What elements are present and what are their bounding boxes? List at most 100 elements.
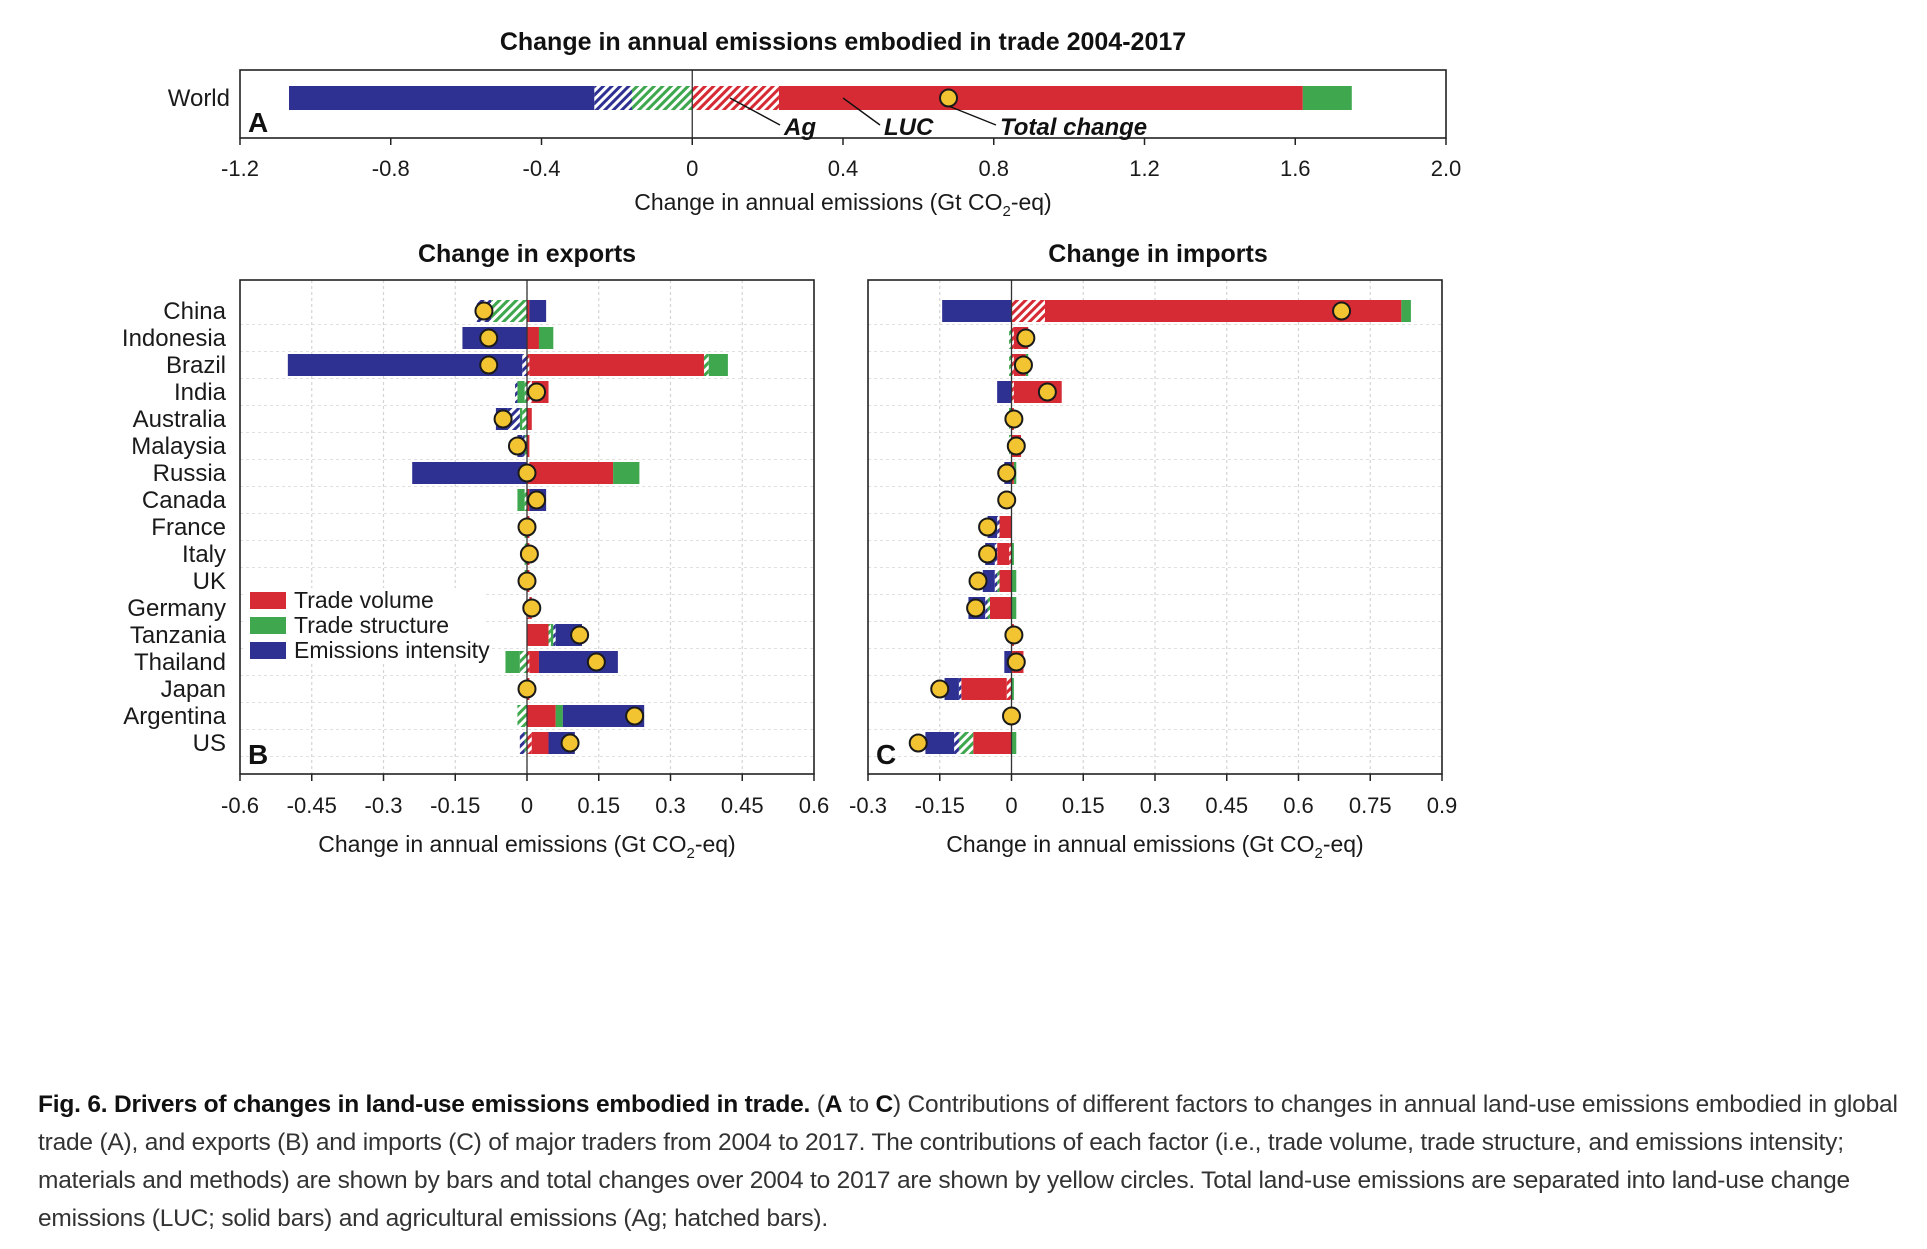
bar-japan-trade-structure-luc	[1011, 678, 1014, 700]
total-marker-thailand	[1006, 652, 1026, 672]
bar-canada-trade-structure-ag	[524, 489, 527, 511]
panel-b-title: Change in exports	[418, 240, 636, 268]
category-label-tanzania: Tanzania	[130, 622, 227, 649]
bar-us-trade-structure-ag	[524, 732, 527, 754]
bar-italy-trade-structure-luc	[1011, 543, 1014, 565]
bar-argentina-emissions-intensity-luc	[562, 705, 645, 727]
x-tick-label: 0.75	[1349, 793, 1392, 818]
x-tick-label: 0.15	[1062, 793, 1105, 818]
bar-world-trade-structure-luc	[1302, 86, 1352, 110]
bar-us-trade-volume-luc	[531, 732, 549, 754]
x-tick-label: -0.15	[915, 793, 965, 818]
bar-india-emissions-intensity-ag	[515, 381, 518, 403]
bar-germany-trade-structure-luc	[1011, 597, 1017, 619]
total-marker-canada	[527, 490, 547, 510]
total-marker-japan	[930, 679, 950, 699]
bar-thailand-trade-volume-luc	[529, 651, 539, 673]
total-marker-brazil	[1013, 355, 1033, 375]
total-marker-malaysia	[1006, 436, 1026, 456]
bar-brazil-emissions-intensity-luc	[287, 354, 523, 376]
bar-indonesia-trade-volume-luc	[527, 327, 539, 349]
bar-world-emissions-intensity-luc	[288, 86, 595, 110]
bar-japan-emissions-intensity-ag	[958, 678, 962, 700]
total-marker-japan	[517, 679, 537, 699]
bar-tanzania-trade-volume-luc	[527, 624, 549, 646]
total-marker-indonesia	[479, 328, 499, 348]
category-label-indonesia: Indonesia	[122, 325, 227, 352]
bar-germany-trade-structure-ag	[987, 597, 990, 619]
bar-china-trade-structure-luc	[1401, 300, 1411, 322]
bar-brazil-trade-volume-ag	[1011, 354, 1014, 376]
panel-a: Change in annual emissions embodied in t…	[168, 28, 1462, 220]
category-label-brazil: Brazil	[166, 352, 226, 379]
x-tick-label: 0	[521, 793, 533, 818]
legend-label-emissions-intensity: Emissions intensity	[294, 637, 490, 663]
panel-c: Change in imports -0.3 -0.15 0 0.15 0.3 0.45 0.…	[849, 240, 1457, 862]
bar-world-trade-volume-luc	[778, 86, 1303, 110]
x-tick-label: 0.6	[799, 793, 830, 818]
caption-text: ) Contributions of different factors to …	[38, 1091, 1898, 1232]
annotation-line-ag	[729, 97, 781, 126]
x-tick-label: 0.45	[1205, 793, 1248, 818]
panel-letter-b: B	[248, 739, 268, 770]
bar-thailand-trade-structure-luc	[505, 651, 520, 673]
panel-letter-a: A	[248, 107, 268, 138]
bar-australia-trade-structure-ag	[522, 408, 527, 430]
x-axis-label: Change in annual emissions (Gt CO2-eq)	[318, 831, 735, 862]
panel-a-title: Change in annual emissions embodied in t…	[500, 28, 1186, 56]
bar-brazil-emissions-intensity-ag	[522, 354, 527, 376]
figure-caption: Fig. 6. Drivers of changes in land-use e…	[38, 1086, 1918, 1238]
legend-label-trade-volume: Trade volume	[294, 587, 434, 613]
total-marker-uk	[968, 571, 988, 591]
total-marker-germany	[522, 598, 542, 618]
bar-canada-trade-structure-luc	[517, 489, 525, 511]
total-marker-thailand	[586, 652, 606, 672]
bar-uk-emissions-intensity-ag	[994, 570, 998, 592]
bar-us-trade-volume-luc	[973, 732, 1012, 754]
category-label-china: China	[163, 298, 226, 325]
total-marker-uk	[517, 571, 537, 591]
category-label-thailand: Thailand	[134, 649, 226, 676]
category-label-france: France	[151, 514, 226, 541]
total-marker-us	[908, 733, 928, 753]
total-marker-germany	[966, 598, 986, 618]
x-tick-label: 1.2	[1129, 156, 1160, 181]
panel-b: Change in exports ChinaIndonesiaBrazilInd…	[122, 240, 829, 862]
bar-us-emissions-intensity-luc	[925, 732, 955, 754]
x-tick-label: -1.2	[221, 156, 259, 181]
bar-malaysia-trade-volume-luc	[527, 435, 530, 457]
category-label-world: World	[168, 85, 230, 112]
bar-thailand-trade-structure-ag	[519, 651, 527, 673]
bar-japan-emissions-intensity-luc	[944, 678, 959, 700]
bar-australia-trade-volume-luc	[527, 408, 532, 430]
x-tick-label: -0.15	[430, 793, 480, 818]
annotation-line-total-change	[948, 105, 997, 126]
legend-swatch-trade-structure	[250, 617, 286, 634]
bar-india-trade-structure-luc	[517, 381, 525, 403]
bar-india-trade-volume-ag	[1011, 381, 1014, 403]
category-label-uk: UK	[193, 568, 226, 595]
total-marker-italy	[978, 544, 998, 564]
x-tick-label: 2.0	[1431, 156, 1462, 181]
x-tick-label: -0.6	[221, 793, 259, 818]
bar-world-trade-volume-ag	[692, 86, 779, 110]
category-label-malaysia: Malaysia	[131, 433, 226, 460]
bar-uk-trade-volume-luc	[999, 570, 1012, 592]
x-tick-label: 0.4	[828, 156, 859, 181]
bar-china-emissions-intensity-luc	[529, 300, 547, 322]
bar-world-trade-structure-ag	[631, 86, 693, 110]
legend-label-trade-structure: Trade structure	[294, 612, 449, 638]
total-marker-france	[517, 517, 537, 537]
legend-swatch-trade-volume	[250, 592, 286, 609]
category-label-japan: Japan	[161, 676, 226, 703]
bar-australia-trade-structure-luc	[519, 408, 523, 430]
bar-us-trade-volume-ag	[527, 732, 532, 754]
total-marker-canada	[997, 490, 1017, 510]
x-tick-label: -0.8	[372, 156, 410, 181]
x-axis-label: Change in annual emissions (Gt CO2-eq)	[634, 189, 1051, 220]
bar-brazil-trade-structure-luc	[708, 354, 728, 376]
total-marker-india	[527, 382, 547, 402]
x-tick-label: 0.3	[655, 793, 686, 818]
